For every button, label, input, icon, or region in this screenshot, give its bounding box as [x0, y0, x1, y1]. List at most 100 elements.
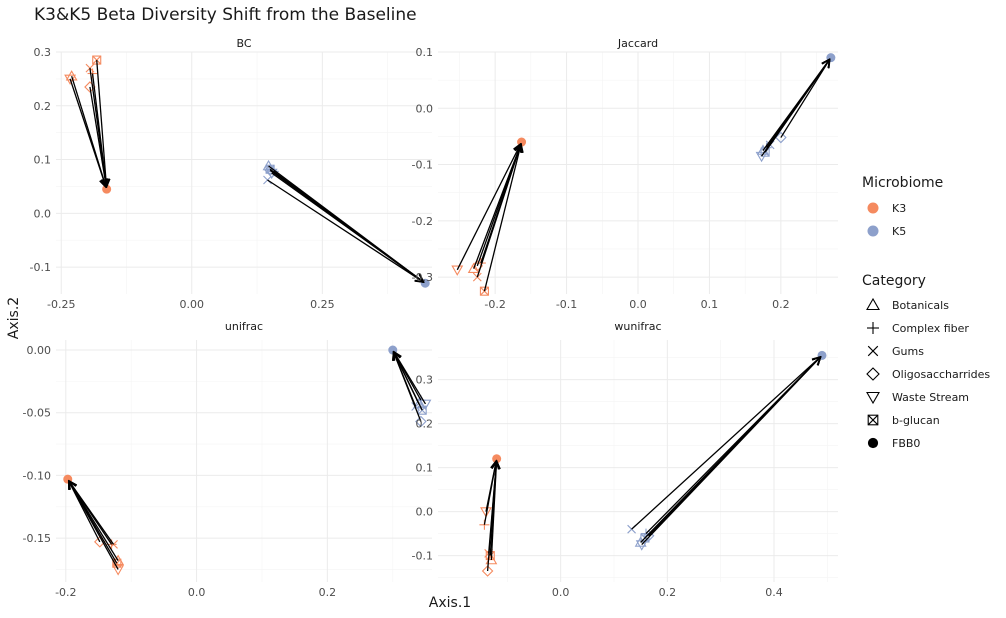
- group-k3: [479, 454, 502, 577]
- y-tick-label: 0.1: [416, 46, 434, 59]
- shift-arrow: [96, 60, 107, 187]
- gridlines: [56, 51, 432, 294]
- legend-title-category: Category: [862, 273, 926, 289]
- y-tick-label: 0.1: [34, 154, 52, 167]
- point-waste-stream: [451, 265, 464, 276]
- legend-shape-icon: [866, 391, 880, 405]
- legend-shape-icon: [867, 437, 879, 449]
- shift-arrow: [69, 78, 106, 187]
- legend: Microbiome K3 K5 Category Botanicals Complex …: [862, 175, 990, 450]
- x-tick-label: 0.00: [180, 298, 205, 311]
- legend-item-b-glucan: b-glucan: [867, 414, 940, 427]
- shift-arrow: [476, 144, 521, 267]
- facet-label: Jaccard: [617, 37, 658, 50]
- shift-arrow: [489, 461, 496, 556]
- shift-arrow: [394, 352, 423, 411]
- legend-label: Gums: [892, 345, 924, 358]
- shift-arrow: [644, 357, 821, 539]
- legend-label: K5: [892, 225, 906, 238]
- x-tick-label: 0.0: [188, 586, 206, 599]
- legend-label: Botanicals: [892, 299, 949, 312]
- group-k3: [451, 137, 527, 296]
- shift-arrow: [267, 179, 424, 282]
- y-tick-label: -0.3: [412, 271, 433, 284]
- y-tick-label: -0.05: [23, 407, 51, 420]
- y-axis-title: Axis.2: [6, 297, 22, 339]
- gridlines: [56, 340, 432, 582]
- legend-shape-icon: [866, 297, 880, 311]
- y-tick-label: -0.15: [23, 532, 51, 545]
- x-tick-label: 0.25: [310, 298, 335, 311]
- x-tick-label: -0.1: [556, 298, 577, 311]
- group-k5: [262, 159, 430, 288]
- facet-label: unifrac: [225, 320, 263, 333]
- panel-unifrac: unifrac -0.2 0.0 0.2 -0.15 -0.10 -0.05 0.00: [23, 320, 432, 599]
- x-tick-label: 0.2: [319, 586, 337, 599]
- group-k5: [627, 350, 827, 551]
- x-tick-label: 0.2: [772, 298, 790, 311]
- y-tick-label: -0.10: [23, 469, 51, 482]
- legend-item-fbb0: FBB0: [867, 437, 920, 450]
- legend-label: Waste Stream: [892, 391, 969, 404]
- legend-swatch: [867, 225, 879, 237]
- x-tick-label: -0.25: [47, 298, 75, 311]
- legend-item-botanicals: Botanicals: [866, 297, 949, 312]
- x-tick-label: 0.2: [659, 586, 677, 599]
- legend-item-k5: K5: [867, 225, 906, 238]
- facet-label: BC: [236, 37, 251, 50]
- y-tick-label: 0.3: [34, 46, 52, 59]
- x-tick-label: 0.0: [629, 298, 647, 311]
- legend-swatch: [867, 202, 879, 214]
- facet-label: wunifrac: [614, 320, 661, 333]
- legend-shape-icon: [867, 414, 879, 426]
- legend-item-oligosaccharrides: Oligosaccharrides: [866, 367, 990, 381]
- legend-label: K3: [892, 202, 906, 215]
- shift-arrow: [69, 481, 118, 564]
- shift-arrow: [476, 144, 521, 278]
- y-tick-label: 0.00: [27, 344, 52, 357]
- baseline-point-fbb0: [826, 53, 836, 63]
- point-oligosaccharrides: [471, 260, 484, 272]
- legend-shape-icon: [866, 367, 880, 381]
- legend-shape-icon: [867, 322, 879, 334]
- x-tick-label: -0.2: [484, 298, 505, 311]
- y-tick-label: 0.3: [416, 374, 434, 387]
- group-k3: [64, 55, 112, 194]
- legend-label: b-glucan: [892, 414, 940, 427]
- y-tick-label: 0.0: [416, 506, 434, 519]
- point-oligosaccharrides: [481, 565, 494, 577]
- panel-wunifrac: wunifrac 0.0 0.2 0.4 -0.1 0.0 0.1 0.2 0.3: [412, 320, 838, 599]
- x-tick-label: -0.2: [55, 586, 76, 599]
- y-tick-label: -0.1: [30, 261, 51, 274]
- y-tick-label: 0.0: [416, 102, 434, 115]
- shift-arrow: [780, 59, 830, 138]
- point-oligosaccharrides: [84, 81, 96, 93]
- y-tick-label: 0.1: [416, 462, 434, 475]
- legend-label: Oligosaccharrides: [892, 368, 990, 381]
- shift-arrow: [483, 144, 521, 292]
- group-k5: [755, 53, 836, 163]
- legend-item-complex-fiber: Complex fiber: [867, 322, 969, 335]
- y-tick-label: -0.1: [412, 159, 433, 172]
- x-tick-label: 0.0: [552, 586, 570, 599]
- shift-arrow: [764, 59, 830, 153]
- group-k5: [388, 345, 432, 428]
- y-tick-label: -0.2: [412, 215, 433, 228]
- y-tick-label: -0.1: [412, 550, 433, 563]
- baseline-point-fbb0: [517, 137, 527, 147]
- shift-arrow: [89, 86, 106, 187]
- group-k3: [63, 474, 125, 576]
- baseline-point-fbb0: [388, 345, 398, 355]
- legend-label: Complex fiber: [892, 322, 969, 335]
- legend-item-k3: K3: [867, 202, 906, 215]
- shift-arrow: [456, 144, 520, 271]
- panel-jaccard: Jaccard -0.2 -0.1 0.0 0.1 0.2 -0.3 -0.2 -0.1 0.0 0…: [412, 37, 838, 311]
- y-tick-label: 0.2: [416, 418, 434, 431]
- legend-shape-icon: [867, 345, 879, 357]
- point-waste-stream: [419, 399, 432, 411]
- facet-panels: BC -0.25 0.00 0.25 -0.1 0.0 0.1 0.2 0.3 Jaccard -0…: [23, 37, 838, 599]
- point-oligosaccharrides: [775, 131, 787, 144]
- x-axis-title: Axis.1: [429, 595, 471, 611]
- baseline-point-fbb0: [63, 474, 73, 484]
